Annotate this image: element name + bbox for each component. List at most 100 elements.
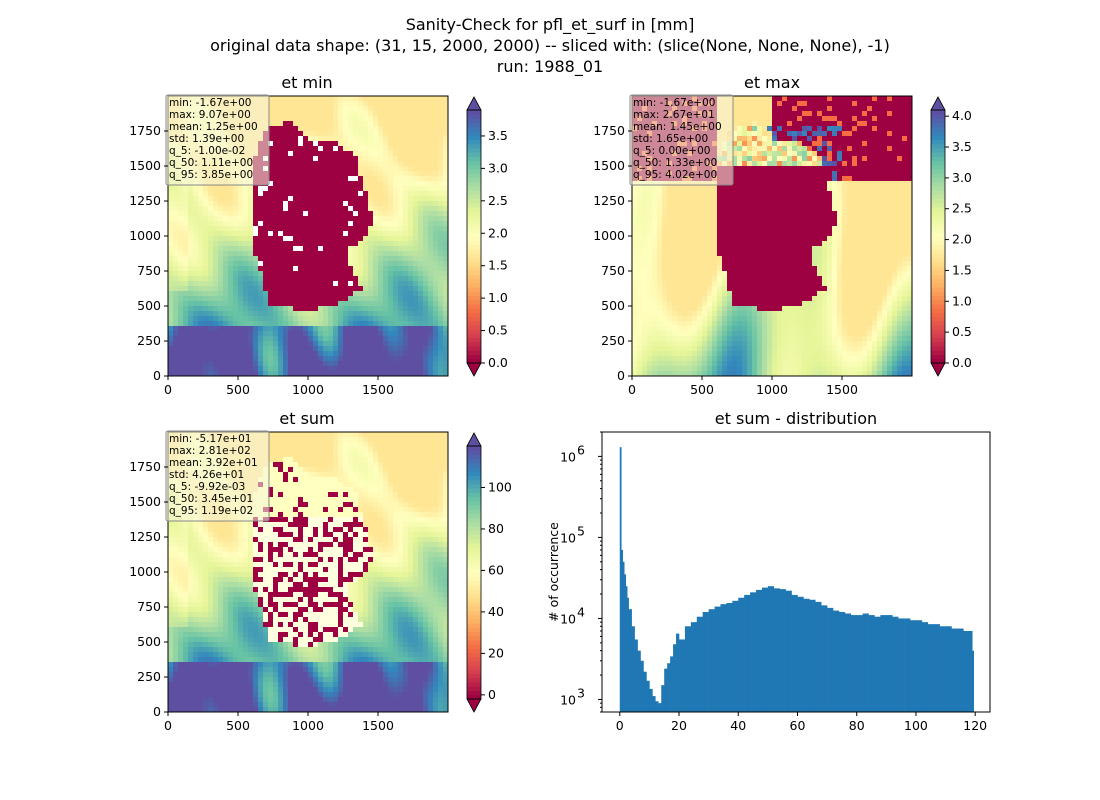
heatmap-cell xyxy=(408,206,414,212)
heatmap-cell xyxy=(762,131,768,137)
heatmap-cell xyxy=(637,186,643,192)
heatmap-cell xyxy=(368,251,374,257)
heatmap-cell xyxy=(393,251,399,257)
heatmap-cell xyxy=(318,246,324,252)
x-tick-label: 0 xyxy=(164,382,172,397)
heatmap-cell xyxy=(832,156,838,162)
heatmap-cell xyxy=(433,271,439,277)
heatmap-cell xyxy=(662,186,668,192)
heatmap-cell xyxy=(667,216,673,222)
heatmap-cell xyxy=(278,266,284,272)
heatmap-cell xyxy=(443,351,449,357)
heatmap-cell xyxy=(408,266,414,272)
heatmap-cell xyxy=(418,196,424,202)
heatmap-cell xyxy=(343,176,349,182)
heatmap-cell xyxy=(298,276,304,282)
heatmap-cell xyxy=(408,181,414,187)
heatmap-cell xyxy=(213,266,219,272)
heatmap-cell xyxy=(897,241,903,247)
heatmap-cell xyxy=(328,286,334,292)
heatmap-cell xyxy=(273,256,279,262)
heatmap-cell xyxy=(772,121,778,127)
heatmap-cell xyxy=(288,111,294,117)
heatmap-cell xyxy=(822,201,828,207)
heatmap-cell xyxy=(897,176,903,182)
heatmap-cell xyxy=(263,206,269,212)
heatmap-cell xyxy=(857,176,863,182)
heatmap-cell xyxy=(777,246,783,252)
heatmap-cell xyxy=(772,146,778,152)
heatmap-cell xyxy=(647,226,653,232)
heatmap-cell xyxy=(258,301,264,307)
heatmap-cell xyxy=(168,216,174,222)
heatmap-cell xyxy=(707,221,713,227)
heatmap-cell xyxy=(288,116,294,122)
heatmap-cell xyxy=(368,201,374,207)
heatmap-cell xyxy=(273,251,279,257)
heatmap-cell xyxy=(418,351,424,357)
heatmap-cell xyxy=(398,151,404,157)
heatmap-cell xyxy=(353,361,359,367)
heatmap-cell xyxy=(303,116,309,122)
heatmap-cell xyxy=(273,361,279,367)
heatmap-cell xyxy=(183,246,189,252)
heatmap-cell xyxy=(283,176,289,182)
heatmap-cell xyxy=(243,251,249,257)
heatmap-cell xyxy=(782,181,788,187)
heatmap-cell xyxy=(827,216,833,222)
heatmap-cell xyxy=(857,126,863,132)
heatmap-cell xyxy=(832,226,838,232)
heatmap-cell xyxy=(403,261,409,267)
heatmap-cell xyxy=(797,131,803,137)
heatmap-cell xyxy=(877,116,883,122)
heatmap-cell xyxy=(408,291,414,297)
heatmap-cell xyxy=(348,281,354,287)
heatmap-cell xyxy=(652,231,658,237)
heatmap-cell xyxy=(837,191,843,197)
heatmap-cell xyxy=(218,326,224,332)
heatmap-cell xyxy=(318,141,324,147)
heatmap-cell xyxy=(433,341,439,347)
heatmap-cell xyxy=(398,351,404,357)
heatmap-cell xyxy=(338,131,344,137)
heatmap-cell xyxy=(393,336,399,342)
heatmap-cell xyxy=(238,346,244,352)
heatmap-cell xyxy=(318,166,324,172)
heatmap-cell xyxy=(393,106,399,112)
heatmap-cell xyxy=(278,231,284,237)
heatmap-cell xyxy=(333,346,339,352)
heatmap-cell xyxy=(298,111,304,117)
heatmap-cell xyxy=(393,121,399,127)
heatmap-cell xyxy=(273,371,279,377)
heatmap-cell xyxy=(682,221,688,227)
heatmap-cell xyxy=(223,206,229,212)
heatmap-cell xyxy=(378,336,384,342)
heatmap-cell xyxy=(822,151,828,157)
heatmap-cell xyxy=(413,326,419,332)
heatmap-cell xyxy=(438,346,444,352)
heatmap-cell xyxy=(428,316,434,322)
heatmap-cell xyxy=(243,326,249,332)
heatmap-cell xyxy=(398,316,404,322)
heatmap-cell xyxy=(243,306,249,312)
heatmap-cell xyxy=(353,336,359,342)
heatmap-cell xyxy=(907,246,913,252)
heatmap-cell xyxy=(333,126,339,132)
heatmap-cell xyxy=(288,331,294,337)
heatmap-cell xyxy=(423,231,429,237)
heatmap-cell xyxy=(243,191,249,197)
heatmap-cell xyxy=(278,321,284,327)
colorbar-segment xyxy=(467,152,481,157)
heatmap-cell xyxy=(847,196,853,202)
heatmap-cell xyxy=(872,246,878,252)
heatmap-cell xyxy=(857,226,863,232)
heatmap-cell xyxy=(762,141,768,147)
heatmap-cell xyxy=(273,246,279,252)
heatmap-cell xyxy=(747,141,753,147)
heatmap-cell xyxy=(637,191,643,197)
heatmap-cell xyxy=(288,316,294,322)
heatmap-cell xyxy=(438,291,444,297)
heatmap-cell xyxy=(892,146,898,152)
heatmap-cell xyxy=(842,216,848,222)
heatmap-cell xyxy=(872,121,878,127)
